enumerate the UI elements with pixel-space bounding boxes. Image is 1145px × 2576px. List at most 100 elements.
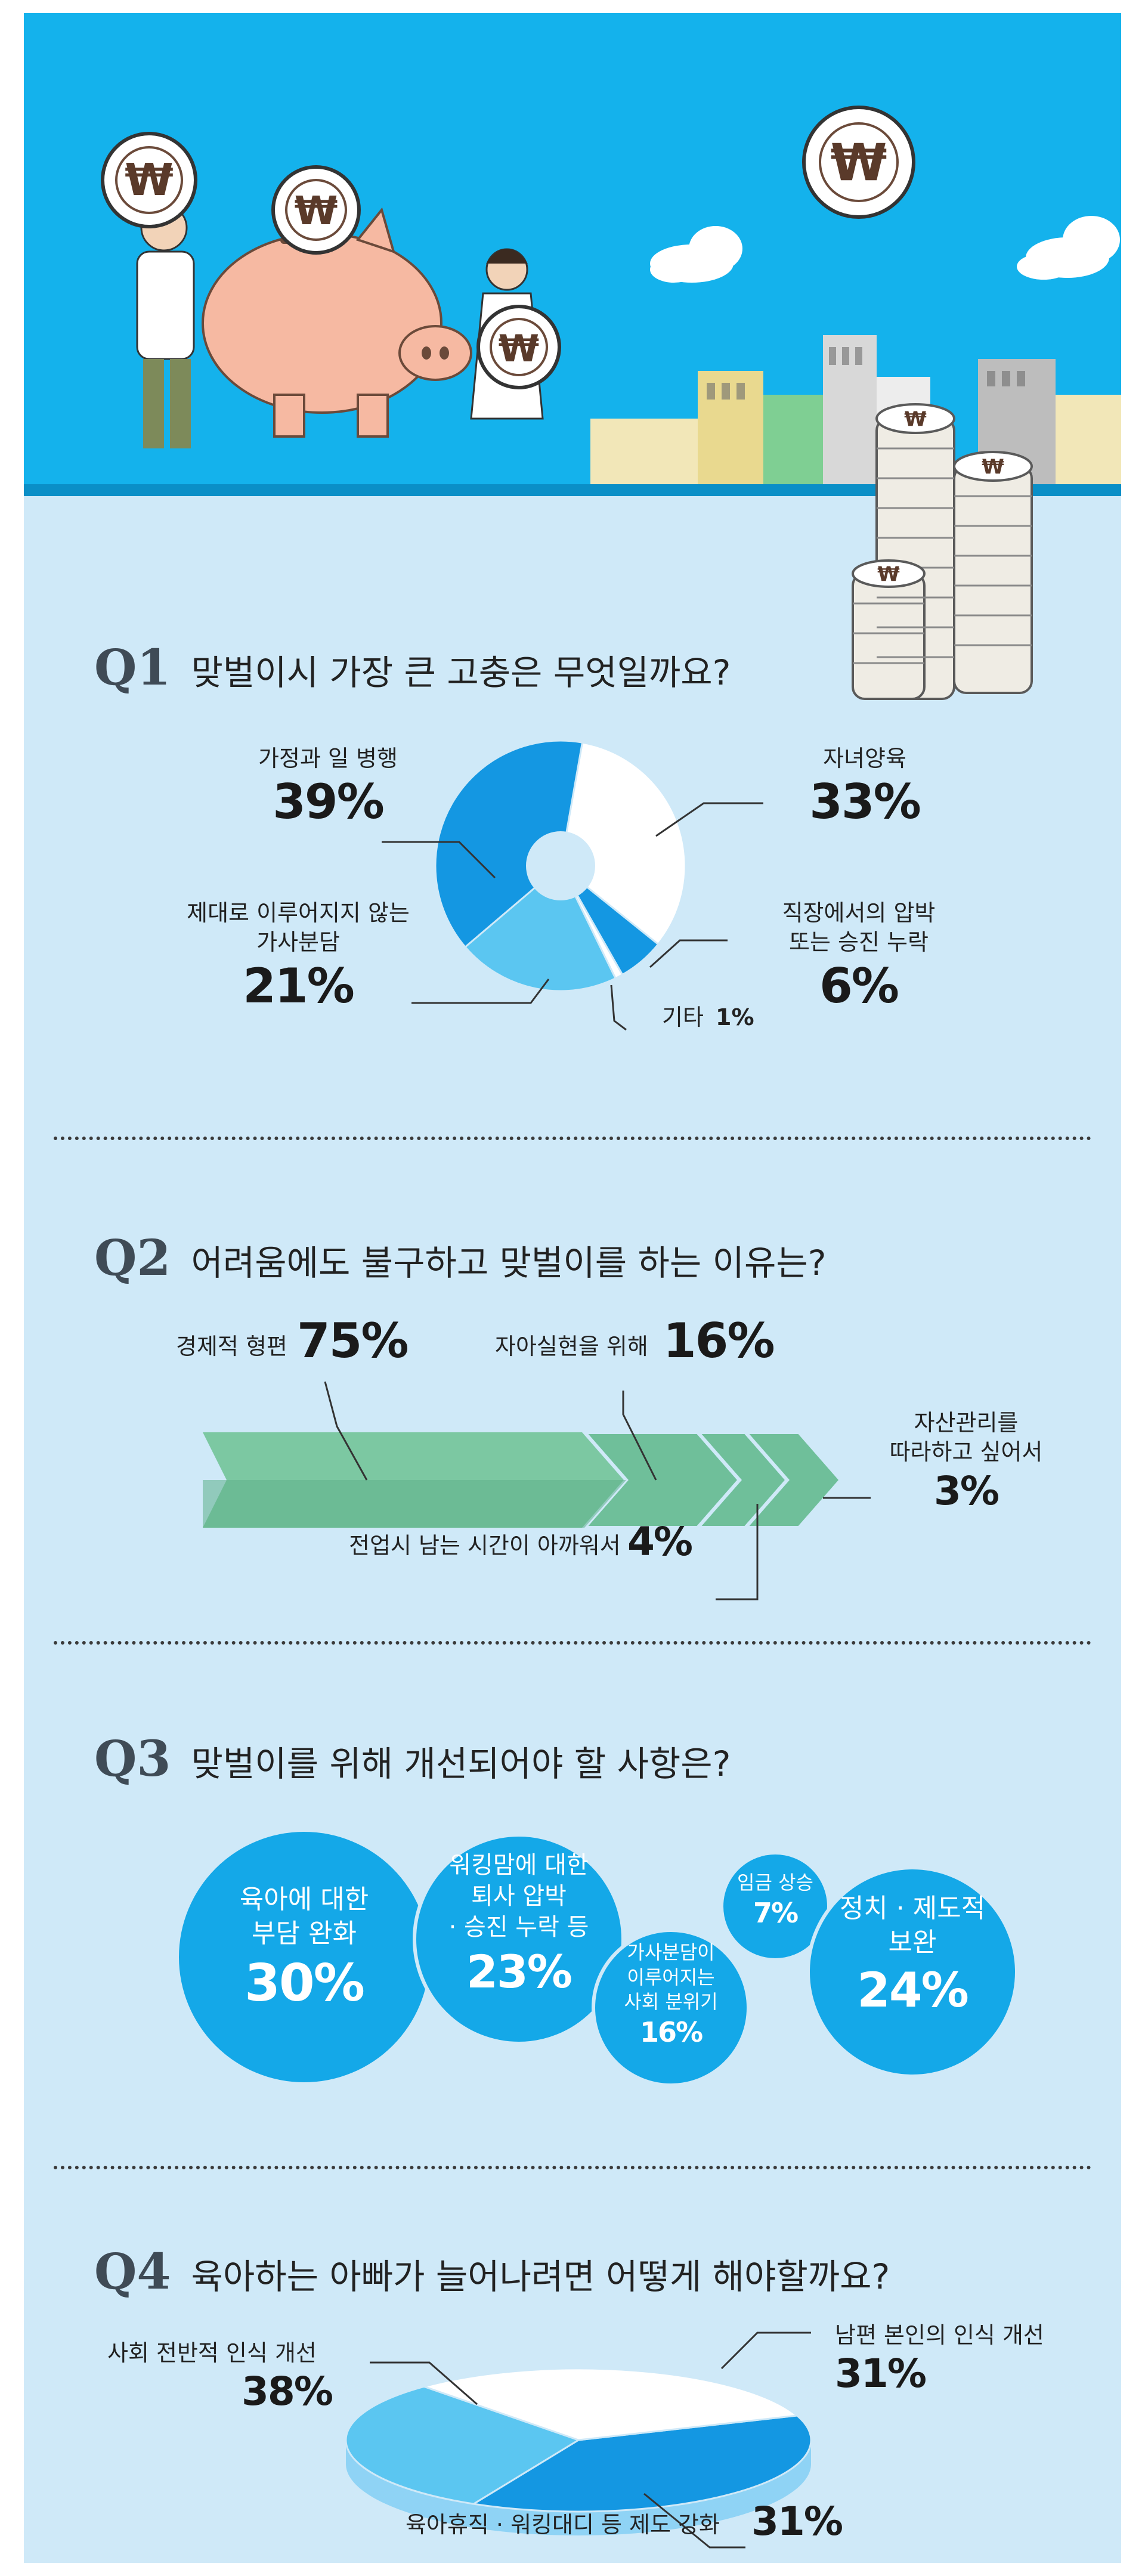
q2-label-1: 자아실현을 위해: [495, 1333, 648, 1360]
coin-symbol: ₩: [877, 562, 900, 586]
q2-value-3: 3%: [933, 1468, 999, 1514]
q1-label-3: 제대로 이루어지지 않는 가사분담: [187, 900, 410, 956]
q1-leader-line: [411, 979, 550, 1004]
q4-slice-1: [345, 2385, 581, 2505]
q3-value-4: 24%: [857, 1962, 968, 2018]
coin-symbol: ₩: [831, 133, 887, 193]
q1-question: 맞벌이시 가장 큰 고충은 무엇일까요?: [191, 652, 731, 693]
q3-value-1: 23%: [466, 1945, 572, 1998]
q1-leader-line: [655, 802, 763, 837]
q2-leader-line: [324, 1381, 368, 1481]
coin-icon: ₩: [802, 106, 915, 219]
q3-bubble-text-1: 워킹맘에 대한 퇴사 압박 · 승진 누락 등 23%: [429, 1850, 608, 2002]
q4-value-1: 31%: [835, 2351, 927, 2397]
q4-pie-chart: [345, 2332, 812, 2549]
q1-leader-line: [382, 841, 496, 879]
q3-bubble-chart: [179, 1832, 1019, 2087]
q1-label-0: 자녀양육: [823, 745, 906, 772]
coin-symbol: ₩: [982, 455, 1004, 479]
section-divider: [54, 2166, 1091, 2169]
q2-value-0: 75%: [297, 1313, 409, 1368]
q1-leader-line: [610, 984, 627, 1031]
coin-icon: ₩: [271, 165, 361, 255]
q1-value-0: 33%: [809, 774, 921, 829]
q2-label-2: 전업시 남는 시간이 아까워서: [349, 1532, 621, 1559]
hero-illustration: ₩ ₩ ₩ ₩: [24, 13, 1121, 484]
coin-symbol: ₩: [125, 154, 174, 206]
q4-leader-line: [370, 2361, 478, 2405]
coin-symbol: ₩: [499, 327, 539, 370]
q2-heading: Q2 어려움에도 불구하고 맞벌이를 하는 이유는?: [94, 1230, 827, 1287]
q1-slice-3: [463, 864, 617, 992]
coin-icon: ₩: [101, 132, 197, 228]
infographic: ₩ ₩ ₩ ₩: [24, 13, 1121, 2563]
q3-bubble-text-4: 정치 · 제도적 보완 24%: [823, 1891, 1002, 2021]
q2-value-1: 16%: [663, 1313, 775, 1368]
q4-pie-side: [346, 2440, 811, 2535]
q3-label-1: 워킹맘에 대한 퇴사 압박 · 승진 누락 등: [448, 1852, 589, 1941]
q3-bubble-text-2: 가사분담이 이루어지는 사회 분위기 16%: [605, 1940, 736, 2051]
q3-bubble-4: [806, 1866, 1019, 2078]
q3-value-3: 7%: [753, 1896, 799, 1929]
q3-bubble-text-0: 육아에 대한 부담 완화 30%: [197, 1883, 411, 2017]
q3-label-3: 임금 상승: [737, 1871, 813, 1894]
coin-symbol: ₩: [295, 188, 338, 234]
q1-value-4: 39%: [273, 774, 384, 829]
q3-number: Q3: [94, 1730, 171, 1788]
q2-label-3: 자산관리를 따라하고 싶어서: [889, 1410, 1043, 1466]
q1-label-2: 기타: [662, 1004, 704, 1030]
q1-value-1: 6%: [819, 958, 899, 1014]
q4-value-0: 38%: [242, 2368, 333, 2414]
cloud-icon: [650, 226, 742, 283]
q3-bubble-1: [413, 1833, 625, 2045]
q2-value-2: 4%: [627, 1519, 693, 1565]
q1-label-4: 가정과 일 병행: [258, 745, 398, 772]
q2-arrow-chart: [203, 1381, 871, 1600]
q3-bubble-3: [720, 1851, 831, 1962]
q2-number: Q2: [94, 1230, 171, 1287]
q3-question: 맞벌이를 위해 개선되어야 할 사항은?: [191, 1744, 731, 1784]
q2-label-0: 경제적 형편: [176, 1333, 287, 1360]
q4-number: Q4: [94, 2243, 171, 2301]
hero-art: ₩ ₩ ₩ ₩: [101, 106, 1121, 484]
section-divider: [54, 1641, 1091, 1645]
q1-donut-chart: [382, 739, 763, 1031]
q3-bubble-text-3: 임금 상승 7%: [731, 1871, 820, 1931]
q2-arrow-segment-3: [741, 1431, 843, 1530]
q4-heading: Q4 육아하는 아빠가 늘어나려면 어떻게 해야할까요?: [94, 2243, 890, 2301]
q4-leader-line: [643, 2493, 745, 2549]
hero-band: [24, 484, 1121, 496]
q3-label-4: 정치 · 제도적 보완: [839, 1893, 986, 1958]
q2-arrow-shade: [203, 1480, 626, 1528]
q3-label-0: 육아에 대한 부담 완화: [239, 1884, 369, 1949]
q4-value-2: 31%: [751, 2498, 843, 2544]
q4-label-2: 육아휴직 · 워킹대디 등 제도 강화: [406, 2512, 720, 2538]
q3-value-2: 16%: [639, 2015, 703, 2048]
q4-slice-2: [420, 2367, 800, 2441]
q4-label-1: 남편 본인의 인식 개선: [835, 2322, 1044, 2348]
q1-slice-4: [434, 739, 584, 949]
q4-slices: [345, 2367, 812, 2513]
man-figure: [136, 204, 195, 448]
coin-symbol: ₩: [904, 407, 927, 431]
coin-stacks-icon: ₩ ₩ ₩: [852, 403, 1033, 700]
q3-value-0: 30%: [245, 1953, 365, 2014]
q1-slices: [434, 739, 687, 992]
q1-value-3: 21%: [243, 958, 354, 1014]
q4-leader-line: [720, 2332, 811, 2370]
q2-leader-line: [622, 1391, 657, 1481]
q1-donut-hole: [526, 831, 595, 900]
q4-question: 육아하는 아빠가 늘어나려면 어떻게 해야할까요?: [191, 2256, 890, 2297]
q3-bubble-2: [592, 1928, 750, 2087]
q3-heading: Q3 맞벌이를 위해 개선되어야 할 사항은?: [94, 1730, 731, 1788]
q4-label-0: 사회 전반적 인식 개선: [107, 2340, 317, 2366]
coin-icon: ₩: [476, 305, 561, 389]
q4-slice-0: [471, 2414, 812, 2513]
q3-label-2: 가사분담이 이루어지는 사회 분위기: [624, 1941, 718, 2014]
cloud-icon: [1017, 216, 1120, 280]
section-divider: [54, 1137, 1091, 1140]
q3-bubble-0: [179, 1832, 429, 2082]
q2-leader-line: [716, 1504, 759, 1600]
q1-heading: Q1 맞벌이시 가장 큰 고충은 무엇일까요?: [94, 639, 731, 696]
q1-label-1: 직장에서의 압박 또는 승진 누락: [782, 900, 936, 956]
